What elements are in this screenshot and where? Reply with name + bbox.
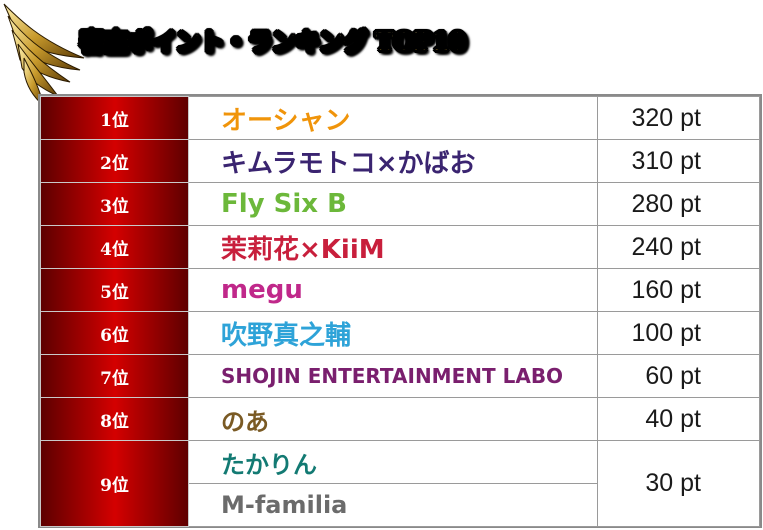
rank-label: 4位 bbox=[40, 225, 189, 269]
rank-label: 6位 bbox=[40, 311, 189, 355]
contestant-name: のあ bbox=[188, 397, 598, 441]
contestant-name: 茉莉花×KiiM bbox=[188, 225, 598, 269]
rank-label: 1位 bbox=[40, 96, 189, 140]
page-title: 審査ポイント・ランキング TOP10 bbox=[80, 22, 466, 57]
ranking-table: 1位 オーシャン 320 pt 2位 キムラモトコ×かばお 310 pt 3位 … bbox=[38, 94, 762, 528]
rank-label: 3位 bbox=[40, 182, 189, 226]
contestant-name: Fly Six B bbox=[188, 182, 598, 226]
table-row: 2位 キムラモトコ×かばお 310 pt bbox=[40, 139, 760, 183]
points-value: 160 pt bbox=[597, 268, 760, 312]
table-row: 3位 Fly Six B 280 pt bbox=[40, 182, 760, 226]
points-value: 100 pt bbox=[597, 311, 760, 355]
table-row: 1位 オーシャン 320 pt bbox=[40, 96, 760, 140]
points-value: 320 pt bbox=[597, 96, 760, 140]
golden-wing-icon bbox=[3, 3, 85, 108]
contestant-name: SHOJIN ENTERTAINMENT LABO bbox=[188, 354, 598, 398]
table-row: 4位 茉莉花×KiiM 240 pt bbox=[40, 225, 760, 269]
points-value: 40 pt bbox=[597, 397, 760, 441]
points-value: 310 pt bbox=[597, 139, 760, 183]
table-row: 7位 SHOJIN ENTERTAINMENT LABO 60 pt bbox=[40, 354, 760, 398]
rank-label: 2位 bbox=[40, 139, 189, 183]
points-value: 30 pt bbox=[597, 440, 760, 527]
contestant-name: キムラモトコ×かばお bbox=[188, 139, 598, 183]
table-row: 6位 吹野真之輔 100 pt bbox=[40, 311, 760, 355]
points-value: 240 pt bbox=[597, 225, 760, 269]
rank-label: 7位 bbox=[40, 354, 189, 398]
rank-label: 9位 bbox=[40, 440, 189, 527]
points-value: 280 pt bbox=[597, 182, 760, 226]
contestant-name: 吹野真之輔 bbox=[188, 311, 598, 355]
rank-label: 8位 bbox=[40, 397, 189, 441]
contestant-name: オーシャン bbox=[188, 96, 598, 140]
points-value: 60 pt bbox=[597, 354, 760, 398]
table-row: 9位 たかりん 30 pt bbox=[40, 440, 760, 527]
contestant-name: M-familia bbox=[188, 483, 598, 527]
table-row: 5位 megu 160 pt bbox=[40, 268, 760, 312]
contestant-name: megu bbox=[188, 268, 598, 312]
table-row: 8位 のあ 40 pt bbox=[40, 397, 760, 441]
table-row: M-familia bbox=[41, 483, 760, 527]
contestant-name: たかりん bbox=[188, 440, 598, 484]
rank-label: 5位 bbox=[40, 268, 189, 312]
